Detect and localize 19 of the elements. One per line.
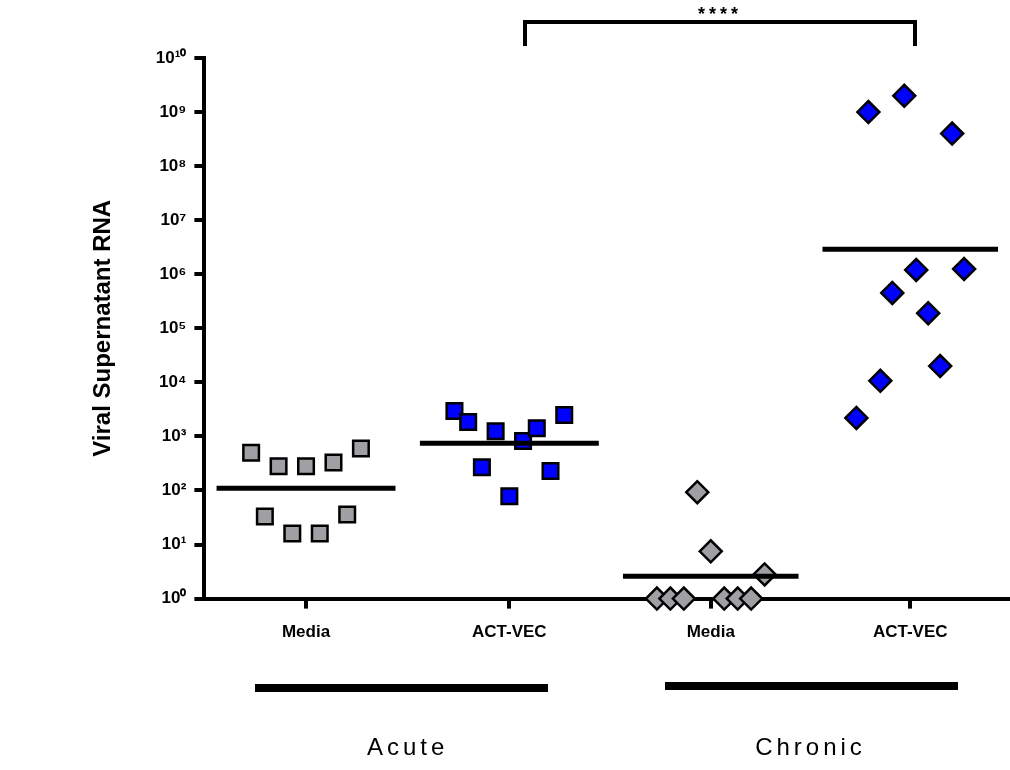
text: **** <box>697 4 743 24</box>
y-tick-label: 10¹⁰ <box>155 47 187 67</box>
y-tick-label: 10⁰ <box>161 588 187 608</box>
y-tick-label: 10⁸ <box>159 155 187 175</box>
y-tick-label: 10² <box>161 480 187 500</box>
y-tick-label: 10⁷ <box>160 209 187 229</box>
y-axis-title: Viral Supernatant RNA <box>88 199 116 457</box>
y-tick-label: 10³ <box>161 426 187 446</box>
y-tick-label: 10⁴ <box>159 372 187 392</box>
x-axis-title: Acute <box>367 733 449 760</box>
y-tick-label: 10⁹ <box>159 101 187 121</box>
x-tick-label: ACT-VEC <box>472 622 547 642</box>
y-tick-label: 10¹ <box>161 534 187 554</box>
x-tick-label: Media <box>686 622 736 642</box>
x-tick-label: ACT-VEC <box>872 622 948 642</box>
y-tick-label: 10⁶ <box>159 263 187 283</box>
y-tick-label: 10⁵ <box>159 317 187 337</box>
x-axis-title: Chronic <box>755 733 866 760</box>
x-tick-label: Media <box>281 622 331 642</box>
